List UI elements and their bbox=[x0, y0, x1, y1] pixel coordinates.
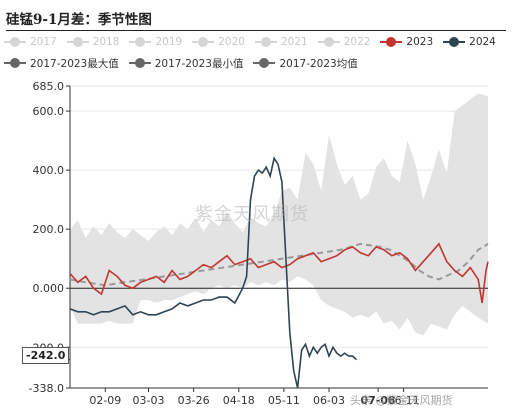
legend-label: 2017 bbox=[30, 36, 57, 48]
x-tick-label: 05-11 bbox=[268, 394, 300, 407]
x-tick-label: 06-03 bbox=[313, 394, 345, 407]
legend-item[interactable]: 2017 bbox=[4, 36, 57, 48]
legend-label: 2017-2023最小值 bbox=[154, 57, 244, 70]
x-tick-label: 03-26 bbox=[178, 394, 210, 407]
legend-symbol-icon bbox=[4, 36, 26, 48]
y-tick-label: 600.0 bbox=[33, 105, 65, 118]
legend-label: 2019 bbox=[155, 36, 183, 48]
title-divider bbox=[6, 30, 506, 31]
legend-item[interactable]: 2020 bbox=[192, 36, 245, 48]
last-value-label: -242.0 bbox=[22, 347, 70, 364]
x-tick-label: 03-03 bbox=[133, 394, 165, 407]
series-line-2024 bbox=[69, 156, 358, 389]
legend-symbol-icon bbox=[254, 36, 277, 48]
legend-label: 2017-2023均值 bbox=[279, 57, 358, 70]
legend-label: 2021 bbox=[280, 36, 308, 48]
x-tick-label: 06-11 bbox=[388, 394, 420, 407]
legend-item[interactable]: 2022 bbox=[317, 36, 371, 48]
legend-item[interactable]: 2018 bbox=[66, 36, 120, 48]
legend-symbol-icon bbox=[129, 36, 152, 48]
legend-item[interactable]: 2019 bbox=[129, 36, 182, 48]
legend-symbol-icon bbox=[317, 36, 340, 48]
chart-title: 硅锰9-1月差：季节性图 bbox=[6, 12, 152, 28]
legend-row-years: 2017 2018 2019 2020 2021 2022 2023 2024 bbox=[4, 34, 506, 50]
x-tick-label: 04-18 bbox=[223, 394, 255, 407]
series-line-mean bbox=[69, 242, 489, 287]
y-tick-label: 200.0 bbox=[33, 223, 65, 236]
legend-label: 2024 bbox=[469, 36, 496, 48]
legend-item[interactable]: 2023 bbox=[380, 36, 433, 48]
legend-label: 2023 bbox=[406, 36, 434, 48]
legend-item[interactable]: 2017-2023均值 bbox=[253, 56, 358, 71]
legend-symbol-icon bbox=[443, 36, 466, 48]
legend-row-stats: 2017-2023最大值 2017-2023最小值 2017-2023均值 bbox=[4, 55, 368, 71]
legend-label: 2017-2023最大值 bbox=[30, 57, 119, 70]
legend-symbol-icon bbox=[253, 57, 276, 69]
legend-label: 2022 bbox=[343, 36, 371, 48]
legend-symbol-icon bbox=[380, 36, 403, 48]
legend-symbol-icon bbox=[66, 36, 89, 48]
legend-label: 2020 bbox=[218, 36, 245, 48]
legend-symbol-icon bbox=[4, 57, 26, 69]
y-tick-label: -338.0 bbox=[29, 382, 64, 395]
legend-symbol-icon bbox=[128, 57, 151, 69]
legend-item[interactable]: 2017-2023最小值 bbox=[128, 56, 244, 71]
legend-item[interactable]: 2017-2023最大值 bbox=[4, 56, 119, 71]
footer-watermark: 头条 @紫金天风期货 bbox=[350, 394, 453, 407]
x-tick-label: 02-09 bbox=[89, 394, 121, 407]
legend-item[interactable]: 2021 bbox=[254, 36, 308, 48]
y-tick-label: 685.0 bbox=[33, 80, 65, 93]
legend-symbol-icon bbox=[192, 36, 215, 48]
legend-item[interactable]: 2024 bbox=[443, 36, 496, 48]
y-tick-label: 0.000 bbox=[33, 282, 65, 295]
x-tick-label: 07-08 bbox=[361, 394, 396, 407]
legend-label: 2018 bbox=[92, 36, 120, 48]
y-tick-label: 400.0 bbox=[33, 164, 65, 177]
watermark: 紫金天风期货 bbox=[195, 204, 309, 225]
